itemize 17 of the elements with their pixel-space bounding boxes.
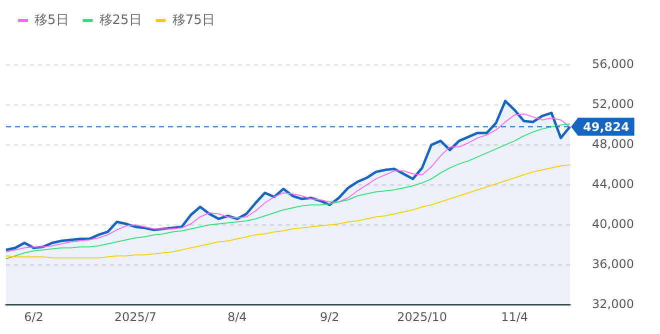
- y-tick-label: 40,000: [592, 216, 634, 231]
- y-tick-label: 36,000: [592, 256, 634, 271]
- x-tick-label: 2025/10: [397, 310, 448, 324]
- y-tick-label: 52,000: [592, 97, 634, 112]
- legend-label: 移75日: [172, 12, 215, 28]
- y-tick-label: 56,000: [592, 57, 634, 72]
- ref-line-label: 49,824: [583, 120, 630, 134]
- x-tick-label: 6/2: [24, 310, 44, 324]
- x-tick-label: 11/4: [501, 310, 528, 324]
- y-tick-label: 32,000: [592, 296, 634, 311]
- y-tick-label: 48,000: [592, 137, 634, 152]
- x-tick-label: 9/2: [320, 310, 340, 324]
- x-tick-label: 8/4: [227, 310, 247, 324]
- legend-label: 移25日: [99, 12, 142, 28]
- legend-label: 移5日: [34, 12, 69, 28]
- x-tick-label: 2025/7: [114, 310, 157, 324]
- y-tick-label: 44,000: [592, 177, 634, 192]
